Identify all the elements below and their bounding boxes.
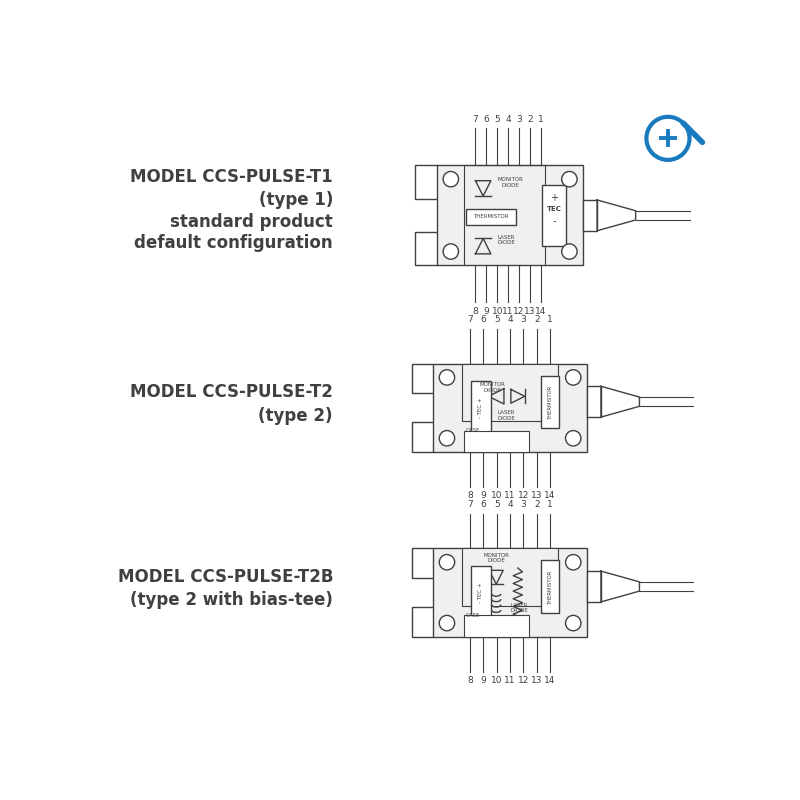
Text: 3: 3 xyxy=(521,315,526,324)
Text: default configuration: default configuration xyxy=(134,234,333,252)
Text: +: + xyxy=(550,194,558,203)
Text: (type 2 with bias-tee): (type 2 with bias-tee) xyxy=(130,591,333,610)
Circle shape xyxy=(566,430,581,446)
Text: 14: 14 xyxy=(545,491,556,500)
Text: 2: 2 xyxy=(534,500,540,509)
Text: 8: 8 xyxy=(467,676,473,685)
Circle shape xyxy=(566,615,581,630)
Bar xyxy=(466,209,516,225)
Circle shape xyxy=(439,554,454,570)
Circle shape xyxy=(646,117,690,160)
Text: 3: 3 xyxy=(521,500,526,509)
Text: 12: 12 xyxy=(518,676,529,685)
Bar xyxy=(583,200,597,230)
Bar xyxy=(462,548,558,606)
Text: MONITOR
DIODE: MONITOR DIODE xyxy=(479,382,506,394)
Text: 9: 9 xyxy=(483,307,490,316)
Text: LASER
DIODE: LASER DIODE xyxy=(498,410,515,421)
Text: standard product: standard product xyxy=(170,213,333,230)
Text: (type 2): (type 2) xyxy=(258,406,333,425)
Bar xyxy=(437,166,583,266)
Text: 9: 9 xyxy=(481,676,486,685)
Circle shape xyxy=(439,615,454,630)
Text: 3: 3 xyxy=(516,114,522,124)
Text: 5: 5 xyxy=(494,500,500,509)
Circle shape xyxy=(562,171,577,187)
Text: THERMISTOR: THERMISTOR xyxy=(473,214,509,219)
Text: -: - xyxy=(552,217,556,226)
Text: 12: 12 xyxy=(514,307,525,316)
Text: 11: 11 xyxy=(504,676,516,685)
Bar xyxy=(433,548,587,637)
Text: MONITOR
DIODE: MONITOR DIODE xyxy=(483,553,509,563)
Text: THERMISTOR: THERMISTOR xyxy=(548,570,553,604)
Text: 5: 5 xyxy=(494,114,500,124)
Circle shape xyxy=(439,430,454,446)
Text: 4: 4 xyxy=(507,315,513,324)
Text: 8: 8 xyxy=(473,307,478,316)
Text: 6: 6 xyxy=(481,315,486,324)
Bar xyxy=(587,386,601,417)
Text: 13: 13 xyxy=(531,491,542,500)
Bar xyxy=(471,381,491,435)
Text: 12: 12 xyxy=(518,491,529,500)
Text: 9: 9 xyxy=(481,491,486,500)
Text: 2: 2 xyxy=(527,114,533,124)
Text: 4: 4 xyxy=(506,114,511,124)
Text: 1: 1 xyxy=(547,315,553,324)
Text: 13: 13 xyxy=(524,307,536,316)
Circle shape xyxy=(443,244,458,259)
Text: MODEL CCS-PULSE-T2B: MODEL CCS-PULSE-T2B xyxy=(118,568,333,586)
Circle shape xyxy=(439,370,454,385)
Text: - TEC +: - TEC + xyxy=(478,398,483,418)
Bar xyxy=(541,560,559,613)
Text: 5: 5 xyxy=(494,315,500,324)
Text: 6: 6 xyxy=(481,500,486,509)
Text: CASE: CASE xyxy=(466,428,481,433)
Text: 7: 7 xyxy=(473,114,478,124)
Circle shape xyxy=(566,370,581,385)
Text: TEC: TEC xyxy=(546,206,562,212)
Circle shape xyxy=(566,554,581,570)
Text: 7: 7 xyxy=(467,315,473,324)
Text: 11: 11 xyxy=(504,491,516,500)
Text: THERMISTOR: THERMISTOR xyxy=(548,385,553,419)
Text: 10: 10 xyxy=(491,676,502,685)
Text: 6: 6 xyxy=(483,114,490,124)
Text: 11: 11 xyxy=(502,307,514,316)
Text: LASER
DIODE: LASER DIODE xyxy=(510,602,528,614)
Text: 14: 14 xyxy=(545,676,556,685)
Text: LASER
DIODE: LASER DIODE xyxy=(497,234,514,246)
Bar xyxy=(587,571,601,602)
Bar xyxy=(542,185,566,246)
Text: 1: 1 xyxy=(538,114,544,124)
Bar xyxy=(464,615,530,637)
Text: CASE: CASE xyxy=(466,613,481,618)
Text: MODEL CCS-PULSE-T1: MODEL CCS-PULSE-T1 xyxy=(130,168,333,186)
Text: 4: 4 xyxy=(507,500,513,509)
Text: 1: 1 xyxy=(547,500,553,509)
Text: MONITOR
DIODE: MONITOR DIODE xyxy=(497,177,523,188)
Text: 13: 13 xyxy=(531,676,542,685)
Bar xyxy=(464,430,530,452)
Bar xyxy=(541,375,559,428)
Text: MODEL CCS-PULSE-T2: MODEL CCS-PULSE-T2 xyxy=(130,383,333,402)
Text: (type 1): (type 1) xyxy=(258,191,333,209)
Text: 10: 10 xyxy=(491,307,503,316)
Text: 2: 2 xyxy=(534,315,540,324)
Text: 8: 8 xyxy=(467,491,473,500)
Text: 14: 14 xyxy=(535,307,546,316)
Circle shape xyxy=(562,244,577,259)
Text: - TEC +: - TEC + xyxy=(478,582,483,603)
Bar xyxy=(471,566,491,619)
Bar xyxy=(462,363,558,421)
Text: 7: 7 xyxy=(467,500,473,509)
Circle shape xyxy=(443,171,458,187)
Bar xyxy=(433,363,587,452)
Text: 10: 10 xyxy=(491,491,502,500)
